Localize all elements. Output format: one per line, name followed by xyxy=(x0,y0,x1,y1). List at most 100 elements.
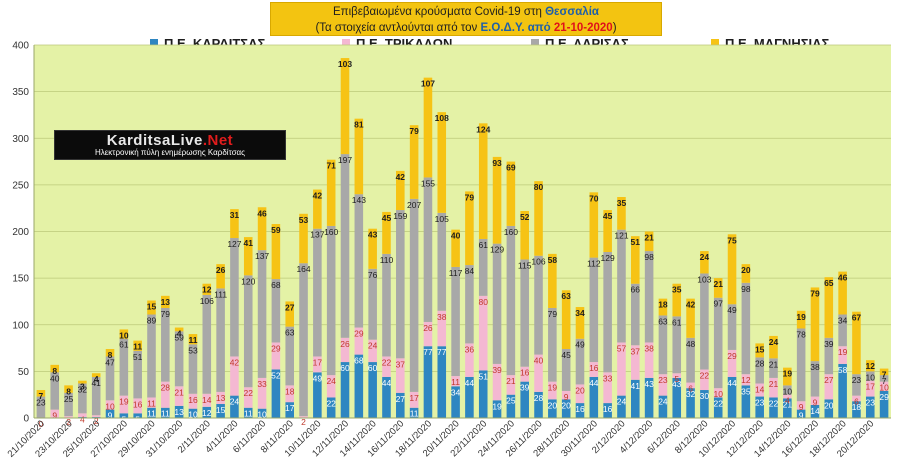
segment-data-label: 42 xyxy=(230,357,240,367)
segment-data-label: 21 xyxy=(783,399,793,409)
y-tick-label: 200 xyxy=(12,227,29,238)
segment-data-label: 41 xyxy=(631,381,641,391)
segment-data-label: 0 xyxy=(39,419,44,429)
segment-data-label: 32 xyxy=(686,389,696,399)
bar-segment xyxy=(548,399,557,418)
segment-data-label: 8 xyxy=(52,366,57,376)
segment-data-label: 37 xyxy=(631,346,641,356)
segment-data-label: 49 xyxy=(727,305,737,315)
segment-data-label: 22 xyxy=(700,371,710,381)
segment-data-label: 29 xyxy=(271,343,281,353)
chart-title-line1: Επιβεβαιωμένα κρούσματα Covid-19 στη Θεσ… xyxy=(333,6,599,18)
segment-data-label: 4 xyxy=(785,396,790,406)
bar-segment xyxy=(630,379,640,418)
bar-segment xyxy=(409,198,419,392)
bar-segment xyxy=(658,395,668,418)
bar-segment xyxy=(783,367,792,386)
y-tick-label: 100 xyxy=(12,320,29,331)
bar-segment xyxy=(727,304,737,350)
bar-segment xyxy=(783,385,792,395)
bar-segment xyxy=(506,161,516,226)
segment-data-label: 2 xyxy=(66,417,71,427)
segment-data-label: 79 xyxy=(409,126,419,136)
bar-segment xyxy=(492,243,502,364)
bar-segment xyxy=(216,264,225,289)
segment-data-label: 16 xyxy=(575,404,585,414)
bar-segment xyxy=(741,374,751,386)
segment-data-label: 36 xyxy=(465,344,475,354)
bar-segment xyxy=(299,213,308,264)
segment-data-label: 15 xyxy=(147,302,157,312)
segment-data-label: 29 xyxy=(879,392,889,402)
bar-segment xyxy=(105,400,115,410)
segment-data-label: 68 xyxy=(271,280,281,290)
segment-data-label: 9 xyxy=(799,402,804,412)
segment-data-label: 42 xyxy=(686,300,696,310)
segment-data-label: 51 xyxy=(478,371,488,381)
bar-segment xyxy=(271,224,281,280)
segment-data-label: 97 xyxy=(713,299,723,309)
segment-data-label: 41 xyxy=(244,238,254,248)
segment-data-label: 112 xyxy=(587,259,601,269)
bar-segment xyxy=(285,326,295,386)
bar-segment xyxy=(879,375,889,382)
bar-segment xyxy=(105,356,115,401)
bar-segment xyxy=(133,340,142,351)
segment-data-label: 110 xyxy=(380,255,394,265)
segment-data-label: 28 xyxy=(755,358,765,368)
bar-segment xyxy=(534,255,543,355)
bar-segment xyxy=(174,386,184,406)
bar-segment xyxy=(672,316,682,374)
segment-data-label: 60 xyxy=(368,363,378,373)
bar-segment xyxy=(658,315,668,375)
segment-data-label: 17 xyxy=(409,393,419,403)
segment-data-label: 40 xyxy=(451,231,461,241)
segment-data-label: 20 xyxy=(548,400,558,410)
bar-segment xyxy=(824,374,834,400)
segment-data-label: 30 xyxy=(700,391,710,401)
bar-segment xyxy=(437,212,447,311)
legend-swatch-karditsa xyxy=(150,39,158,49)
bar-segment xyxy=(644,231,654,252)
segment-data-label: 45 xyxy=(382,213,392,223)
bar-segment xyxy=(147,397,156,408)
segment-data-label: 197 xyxy=(338,155,352,165)
segment-data-label: 63 xyxy=(285,328,295,338)
bar-segment xyxy=(257,250,267,378)
bar-segment xyxy=(534,354,543,392)
bar-segment xyxy=(313,372,322,418)
segment-data-label: 24 xyxy=(617,397,627,407)
segment-data-label: 9 xyxy=(564,392,569,402)
bar-segment xyxy=(257,207,267,251)
bar-segment xyxy=(465,191,474,266)
bar-segment xyxy=(589,376,599,418)
segment-data-label: 41 xyxy=(91,378,101,388)
legend-swatch-trikala xyxy=(342,39,350,49)
bar-segment xyxy=(202,294,212,394)
bar-segment xyxy=(727,234,737,305)
bar-segment xyxy=(755,396,764,418)
segment-data-label: 79 xyxy=(161,309,171,319)
bar-segment xyxy=(285,402,295,418)
segment-data-label: 77 xyxy=(437,347,447,357)
segment-data-label: 16 xyxy=(603,404,613,414)
segment-data-label: 38 xyxy=(437,312,447,322)
bar-segment xyxy=(91,373,101,377)
segment-data-label: 29 xyxy=(354,329,364,339)
bar-segment xyxy=(589,362,599,377)
bar-segment xyxy=(700,251,709,274)
bar-segment xyxy=(119,329,129,339)
bar-segment xyxy=(188,334,198,345)
segment-data-label: 98 xyxy=(741,284,751,294)
segment-data-label: 12 xyxy=(741,375,751,385)
segment-data-label: 11 xyxy=(147,409,156,419)
bar-segment xyxy=(575,307,585,339)
bar-segment xyxy=(313,228,322,357)
bar-segment xyxy=(852,401,861,418)
bar-segment xyxy=(354,354,364,418)
segment-data-label: 63 xyxy=(658,316,668,326)
bar-segment xyxy=(741,264,751,283)
bar-segment xyxy=(672,377,682,418)
bar-segment xyxy=(36,396,46,418)
segment-data-label: 11 xyxy=(410,409,419,419)
